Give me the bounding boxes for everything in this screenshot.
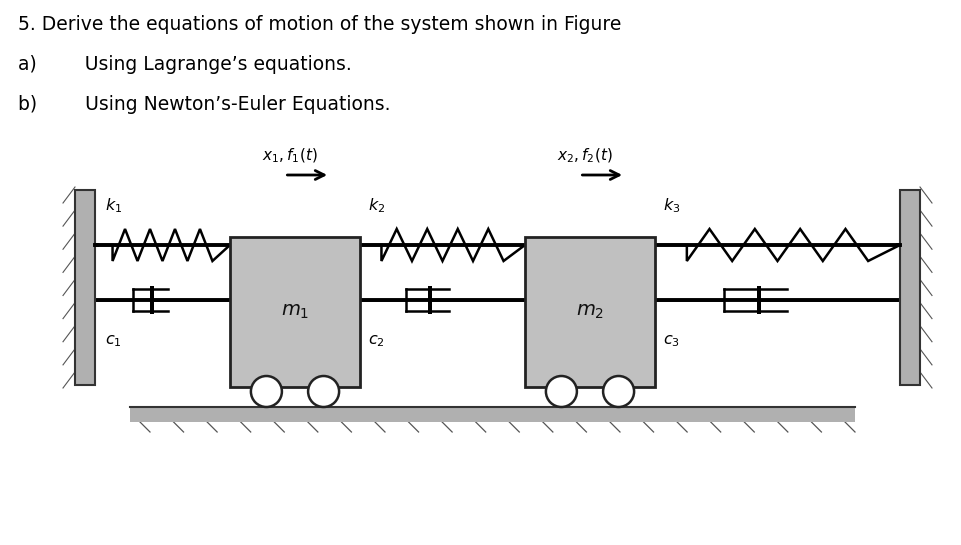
Text: 5. Derive the equations of motion of the system shown in Figure: 5. Derive the equations of motion of the… (18, 15, 622, 34)
Text: $x_1, f_1(t)$: $x_1, f_1(t)$ (262, 147, 318, 165)
Bar (230, 237, 360, 387)
Text: $m_2$: $m_2$ (576, 303, 604, 321)
Bar (130, 407, 855, 422)
Circle shape (604, 376, 634, 407)
Text: $c_3$: $c_3$ (663, 332, 680, 349)
Text: $m_1$: $m_1$ (281, 303, 309, 321)
Text: b)        Using Newton’s-Euler Equations.: b) Using Newton’s-Euler Equations. (18, 95, 390, 114)
Text: $c_1$: $c_1$ (105, 332, 122, 349)
Circle shape (546, 376, 577, 407)
Circle shape (251, 376, 282, 407)
Text: $c_2$: $c_2$ (368, 332, 384, 349)
Bar (525, 237, 655, 387)
Circle shape (308, 376, 339, 407)
Text: $k_3$: $k_3$ (663, 196, 680, 215)
Bar (900, 190, 920, 385)
Text: $k_2$: $k_2$ (368, 196, 385, 215)
Text: $k_1$: $k_1$ (105, 196, 122, 215)
Text: $x_2, f_2(t)$: $x_2, f_2(t)$ (557, 147, 613, 165)
Text: a)        Using Lagrange’s equations.: a) Using Lagrange’s equations. (18, 55, 352, 74)
Bar (75, 190, 95, 385)
